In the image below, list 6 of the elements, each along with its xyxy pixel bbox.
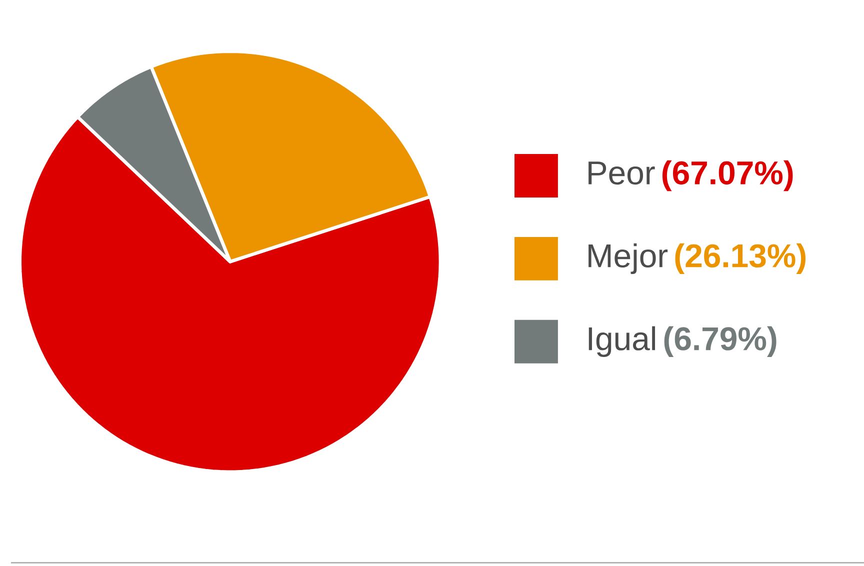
data-label: (26.13%) xyxy=(675,243,806,274)
data-label: (6.79%) xyxy=(664,326,776,358)
legend-label: Peor xyxy=(588,162,655,185)
legend-label: Igual xyxy=(588,326,656,358)
legend-label: Mejor xyxy=(588,243,668,274)
data-label: (67.07%) xyxy=(662,160,793,192)
